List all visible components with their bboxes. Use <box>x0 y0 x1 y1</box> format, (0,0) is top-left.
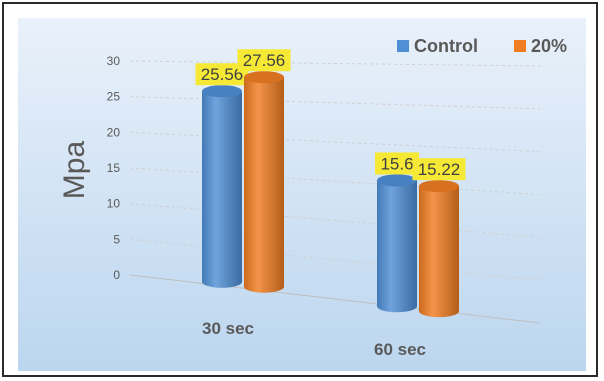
cylinder-top <box>419 180 459 193</box>
cylinder-body <box>202 91 242 288</box>
data-label: 27.56 <box>243 51 286 70</box>
gridline <box>129 60 541 67</box>
cylinder-top <box>244 71 284 84</box>
data-label: 15.6 <box>380 154 413 173</box>
x-axis-categories: 30 sec 60 sec <box>202 319 426 359</box>
data-label-background <box>195 63 249 86</box>
gridline <box>129 203 541 238</box>
legend-label: Control <box>414 36 478 56</box>
gridline <box>129 167 541 195</box>
legend-swatch <box>397 40 409 52</box>
gridline <box>129 131 541 153</box>
bar-control-0: 25.56 <box>195 63 249 288</box>
y-tick-label: 5 <box>113 232 120 246</box>
category-label: 30 sec <box>202 319 254 338</box>
gridline <box>129 96 541 110</box>
data-label: 25.56 <box>201 65 244 84</box>
y-tick-label: 25 <box>107 90 121 104</box>
y-tick-label: 30 <box>107 54 121 68</box>
y-tick-label: 10 <box>107 197 121 211</box>
plot-background <box>18 18 586 371</box>
gridlines <box>129 60 541 324</box>
gridline <box>129 274 541 324</box>
bar-20-1: 15.22 <box>412 158 466 318</box>
cylinder-top <box>377 174 417 187</box>
y-tick-label: 15 <box>107 161 121 175</box>
legend-label: 20% <box>531 36 567 56</box>
data-label-background <box>375 152 419 175</box>
data-label-background <box>237 49 291 72</box>
y-axis-ticks: 0 5 10 15 20 25 30 <box>107 54 121 282</box>
data-label-background <box>412 158 466 181</box>
cylinder-body <box>377 180 417 313</box>
bar-20-0: 27.56 <box>237 49 291 293</box>
y-tick-label: 20 <box>107 125 121 139</box>
cylinder-body <box>419 186 459 318</box>
category-label: 60 sec <box>374 340 426 359</box>
bar-control-1: 15.6 <box>375 152 419 313</box>
cylinder-body <box>244 77 284 293</box>
gridline <box>129 238 541 281</box>
data-label: 15.22 <box>418 160 461 179</box>
y-tick-label: 0 <box>113 268 120 282</box>
legend-swatch <box>514 40 526 52</box>
legend: Control 20% <box>397 36 567 56</box>
cylinder-top <box>202 85 242 98</box>
y-axis-label: Mpa <box>58 141 91 200</box>
